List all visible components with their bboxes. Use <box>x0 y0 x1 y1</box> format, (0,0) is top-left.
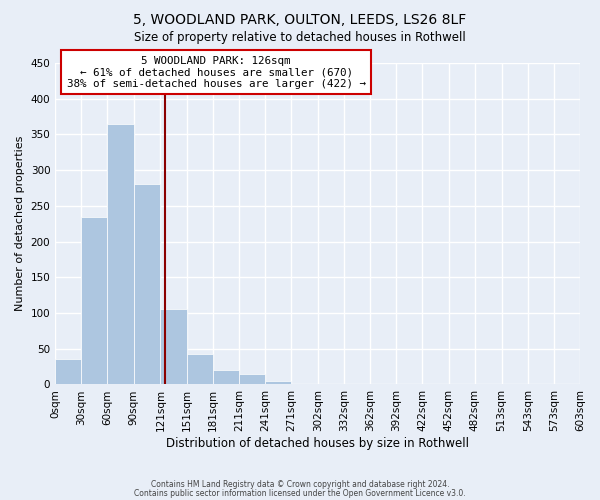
Text: 5 WOODLAND PARK: 126sqm
← 61% of detached houses are smaller (670)
38% of semi-d: 5 WOODLAND PARK: 126sqm ← 61% of detache… <box>67 56 365 89</box>
Bar <box>81 216 107 384</box>
Bar <box>239 374 265 384</box>
Bar <box>133 184 160 384</box>
Text: Size of property relative to detached houses in Rothwell: Size of property relative to detached ho… <box>134 31 466 44</box>
Bar <box>187 354 213 384</box>
Bar <box>213 370 239 384</box>
Text: Contains HM Land Registry data © Crown copyright and database right 2024.: Contains HM Land Registry data © Crown c… <box>151 480 449 489</box>
Text: Contains public sector information licensed under the Open Government Licence v3: Contains public sector information licen… <box>134 488 466 498</box>
X-axis label: Distribution of detached houses by size in Rothwell: Distribution of detached houses by size … <box>166 437 469 450</box>
Bar <box>265 381 291 384</box>
Text: 5, WOODLAND PARK, OULTON, LEEDS, LS26 8LF: 5, WOODLAND PARK, OULTON, LEEDS, LS26 8L… <box>133 12 467 26</box>
Y-axis label: Number of detached properties: Number of detached properties <box>15 136 25 312</box>
Bar <box>160 310 187 384</box>
Bar <box>107 124 133 384</box>
Bar <box>55 360 81 384</box>
